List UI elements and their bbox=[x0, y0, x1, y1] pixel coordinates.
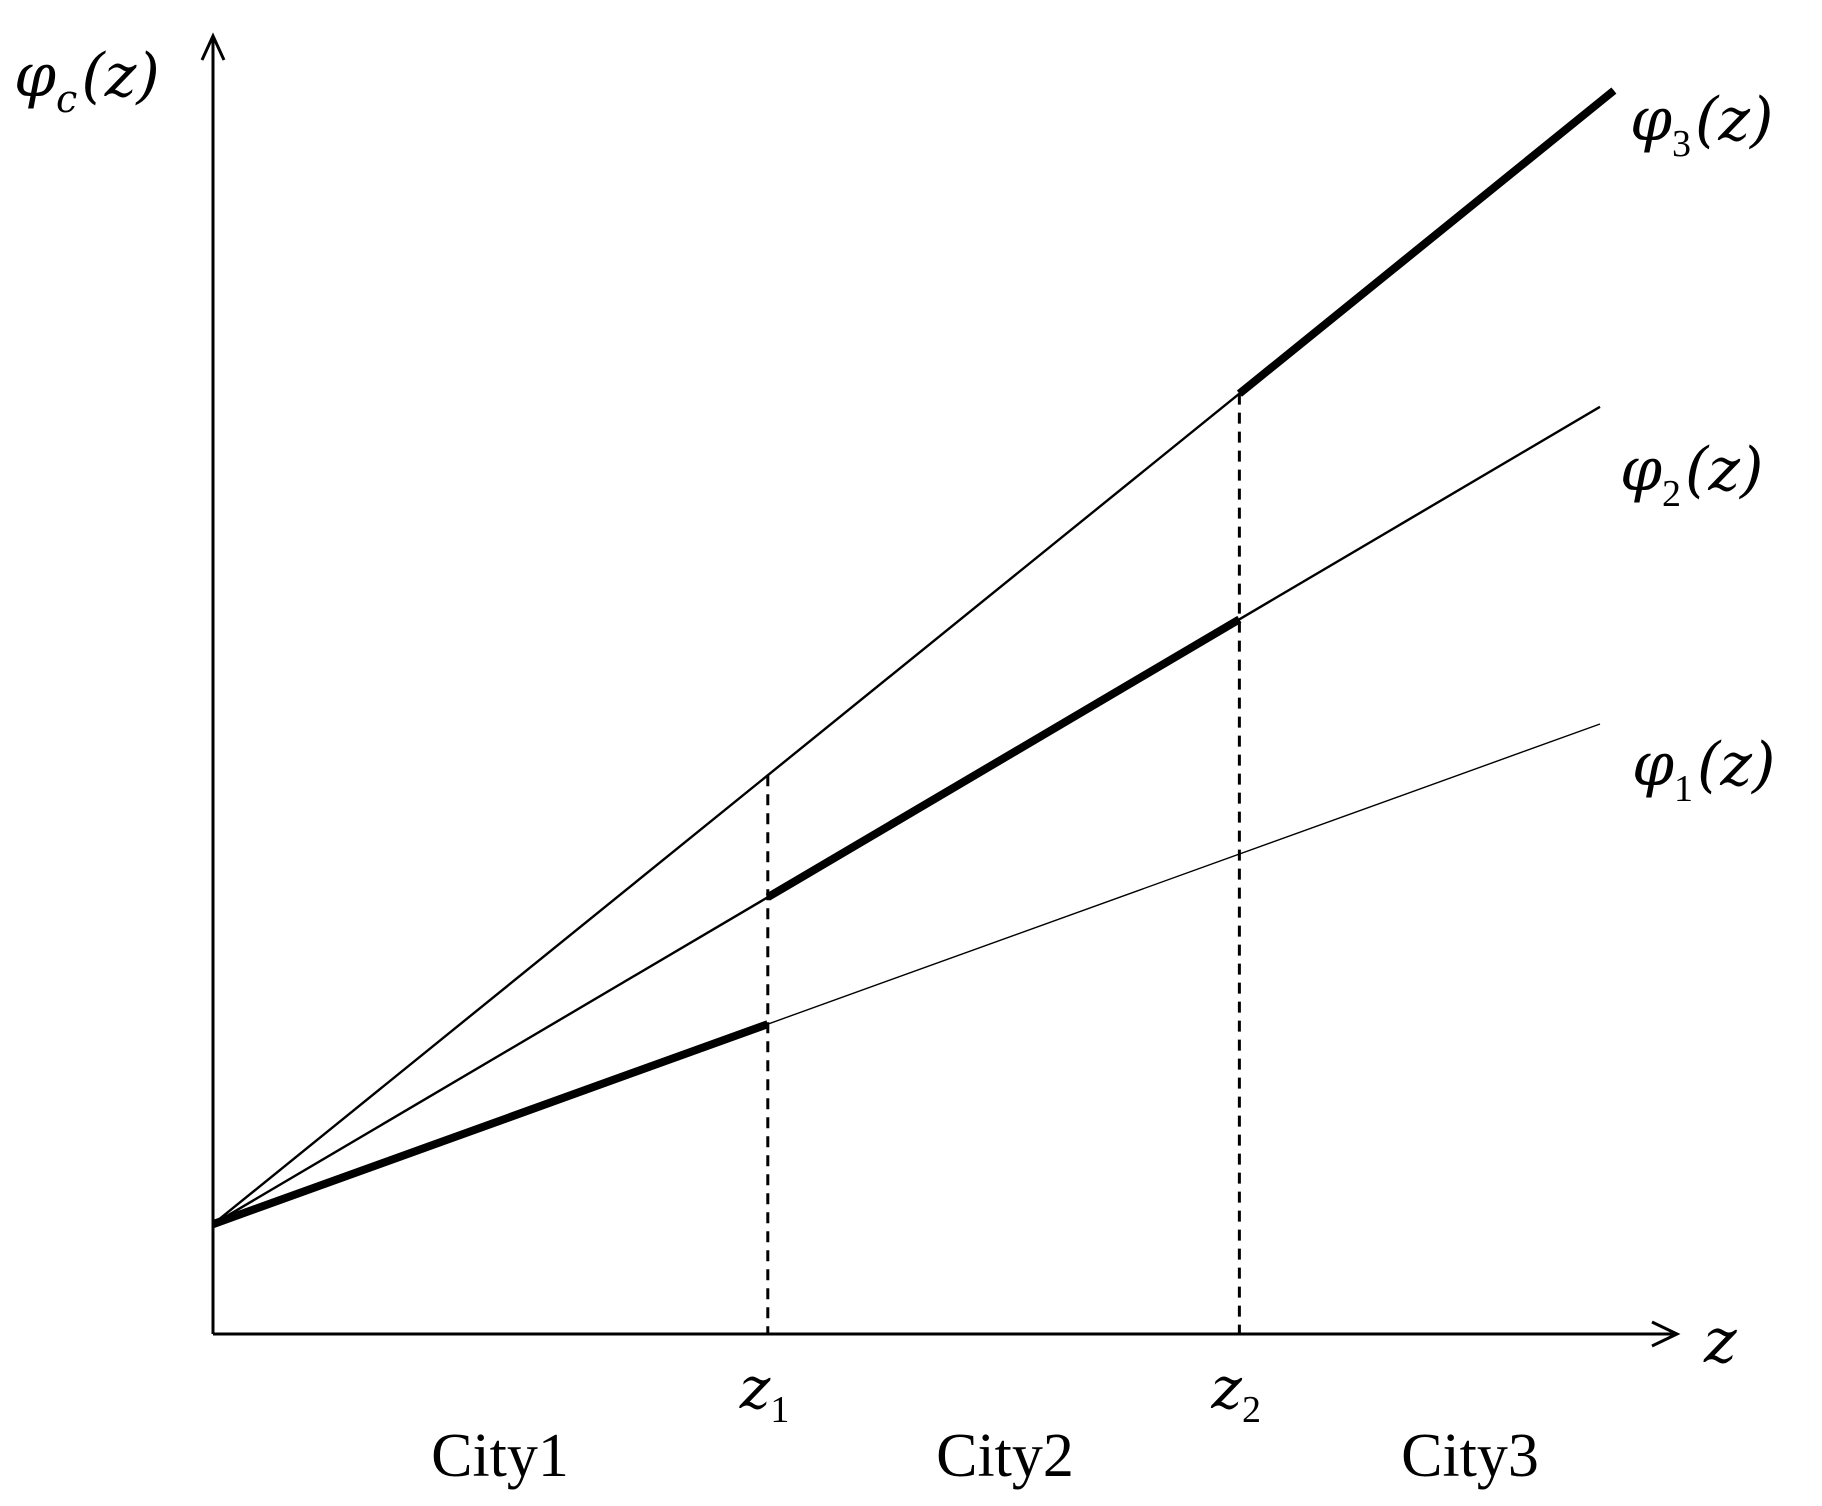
series-label-main: φ bbox=[1620, 435, 1662, 505]
plot-area bbox=[211, 87, 1617, 1334]
y-axis-label-main: φ bbox=[14, 41, 56, 111]
thick-series-segments bbox=[211, 87, 1617, 1228]
tick-label-z2: z2 bbox=[1210, 1354, 1261, 1431]
series-label-phi2: φ2(z) bbox=[1620, 435, 1763, 515]
series-label-sub: 1 bbox=[1674, 768, 1693, 810]
tick-label-main: z bbox=[739, 1354, 771, 1422]
series-label-phi3: φ3(z) bbox=[1630, 85, 1773, 165]
y-axis-arrow bbox=[200, 32, 226, 61]
series-label-main: φ bbox=[1632, 730, 1674, 800]
series-label-sub: 3 bbox=[1672, 123, 1691, 165]
envelope-segment-phi2 bbox=[765, 615, 1242, 901]
series-label-arg: (z) bbox=[1685, 435, 1763, 505]
series-label-sub: 2 bbox=[1662, 473, 1681, 515]
tick-label-sub: 1 bbox=[770, 1389, 789, 1431]
region-label-city3: City3 bbox=[1401, 1422, 1539, 1490]
series-label-main: φ bbox=[1630, 85, 1672, 155]
x-axis-label: z bbox=[1703, 1304, 1737, 1377]
y-axis-label-arg: (z) bbox=[81, 41, 159, 111]
series-label-phi1: φ1(z) bbox=[1632, 730, 1775, 810]
y-axis-label-sub: c bbox=[56, 77, 77, 121]
envelope-segment-phi3 bbox=[1236, 87, 1617, 397]
envelope-segment-phi1 bbox=[211, 1020, 770, 1228]
tick-label-z1: z1 bbox=[739, 1354, 790, 1431]
series-label-arg: (z) bbox=[1695, 85, 1773, 155]
axes bbox=[200, 32, 1681, 1348]
tick-label-sub: 2 bbox=[1242, 1389, 1261, 1431]
y-axis-label: φc(z) bbox=[14, 41, 160, 121]
region-label-city2: City2 bbox=[936, 1422, 1074, 1490]
region-label-city1: City1 bbox=[431, 1422, 569, 1490]
breakpoint-guides bbox=[766, 393, 1241, 1334]
series-label-arg: (z) bbox=[1697, 730, 1775, 800]
x-axis-arrow bbox=[1651, 1320, 1681, 1348]
tick-label-main: z bbox=[1210, 1354, 1242, 1422]
